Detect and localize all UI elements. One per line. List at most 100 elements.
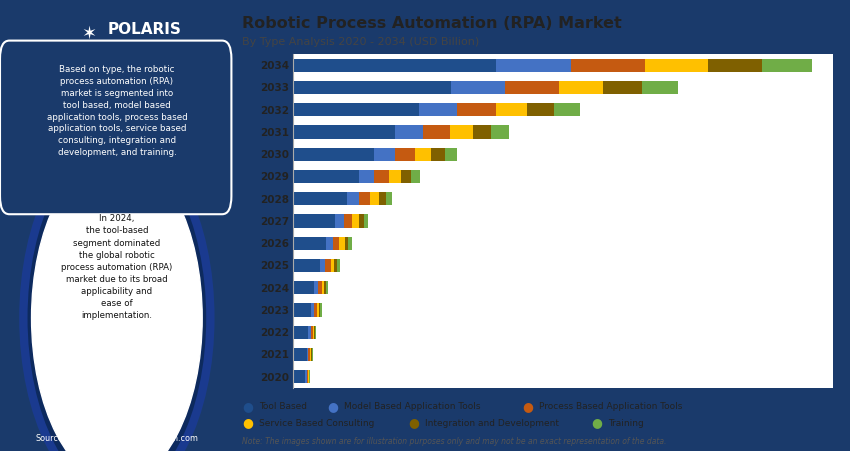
Bar [293, 192, 347, 205]
Bar [311, 348, 312, 361]
Bar [293, 170, 359, 183]
Bar [554, 103, 580, 116]
Bar [423, 125, 451, 138]
Text: Robotic Process Automation (RPA) Market: Robotic Process Automation (RPA) Market [242, 16, 622, 31]
Bar [307, 348, 309, 361]
Bar [309, 348, 310, 361]
Bar [364, 214, 368, 228]
Text: Service Based Consulting: Service Based Consulting [259, 419, 375, 428]
Bar [320, 259, 326, 272]
Text: Tool Based: Tool Based [259, 402, 307, 411]
Bar [314, 304, 317, 317]
Bar [307, 370, 308, 383]
Text: ●: ● [327, 400, 338, 413]
Bar [708, 59, 762, 72]
Bar [293, 125, 394, 138]
Bar [359, 214, 364, 228]
Bar [324, 281, 326, 295]
Bar [451, 81, 505, 94]
Bar [643, 81, 678, 94]
Text: Note: The images shown are for illustration purposes only and may not be an exac: Note: The images shown are for illustrat… [242, 437, 666, 446]
Bar [293, 348, 307, 361]
Bar [445, 147, 457, 161]
Bar [293, 304, 311, 317]
Text: ●: ● [242, 417, 253, 429]
Text: ●: ● [592, 417, 603, 429]
Bar [339, 237, 344, 250]
Bar [308, 370, 309, 383]
Text: Model Based Application Tools: Model Based Application Tools [344, 402, 481, 411]
Text: Process Based Application Tools: Process Based Application Tools [539, 402, 683, 411]
Bar [337, 259, 340, 272]
Bar [359, 192, 371, 205]
Text: By Type Analysis 2020 - 2034 (USD Billion): By Type Analysis 2020 - 2034 (USD Billio… [242, 37, 479, 47]
FancyBboxPatch shape [0, 41, 231, 214]
Bar [505, 81, 558, 94]
Bar [394, 125, 423, 138]
Bar [394, 147, 415, 161]
Bar [645, 59, 708, 72]
Bar [317, 304, 319, 317]
Bar [293, 237, 326, 250]
Bar [321, 281, 324, 295]
Bar [457, 103, 496, 116]
Bar [313, 326, 314, 339]
Bar [374, 147, 394, 161]
Bar [310, 326, 313, 339]
Bar [331, 259, 334, 272]
Bar [450, 125, 473, 138]
Bar [344, 214, 352, 228]
Text: Based on type, the robotic
process automation (RPA)
market is segmented into
too: Based on type, the robotic process autom… [47, 65, 187, 157]
Bar [293, 103, 418, 116]
Bar [348, 237, 352, 250]
Bar [309, 326, 310, 339]
Text: ●: ● [242, 400, 253, 413]
Text: POLARIS: POLARIS [108, 22, 182, 37]
Bar [315, 326, 316, 339]
Bar [431, 147, 445, 161]
Text: ●: ● [408, 417, 419, 429]
Bar [334, 259, 337, 272]
Bar [326, 259, 331, 272]
Bar [352, 214, 359, 228]
Bar [415, 147, 431, 161]
Bar [473, 125, 491, 138]
Bar [293, 259, 320, 272]
Text: Integration and Development: Integration and Development [425, 419, 559, 428]
Bar [314, 281, 318, 295]
Bar [344, 237, 348, 250]
Bar [326, 281, 328, 295]
Text: MARKET RESEARCH: MARKET RESEARCH [79, 41, 155, 50]
Bar [558, 81, 604, 94]
Text: In 2024,
the tool-based
segment dominated
the global robotic
process automation : In 2024, the tool-based segment dominate… [61, 214, 173, 320]
Bar [310, 348, 311, 361]
Bar [371, 192, 379, 205]
Bar [333, 237, 339, 250]
Text: Training: Training [609, 419, 644, 428]
Bar [293, 147, 374, 161]
Bar [335, 214, 344, 228]
Bar [319, 304, 320, 317]
Bar [326, 237, 333, 250]
Bar [293, 81, 451, 94]
Circle shape [31, 153, 202, 451]
Bar [527, 103, 554, 116]
Bar [570, 59, 645, 72]
Bar [496, 103, 527, 116]
Bar [314, 326, 315, 339]
Bar [411, 170, 420, 183]
Bar [496, 59, 570, 72]
Bar [418, 103, 457, 116]
Bar [293, 281, 314, 295]
Bar [320, 304, 321, 317]
Bar [318, 281, 321, 295]
Bar [311, 304, 314, 317]
Text: Source:www.polarismarketresearch.com: Source:www.polarismarketresearch.com [36, 434, 198, 443]
Bar [293, 326, 309, 339]
Text: ●: ● [522, 400, 533, 413]
Bar [293, 370, 305, 383]
Bar [293, 59, 496, 72]
Bar [604, 81, 643, 94]
Bar [389, 170, 401, 183]
Bar [293, 214, 335, 228]
